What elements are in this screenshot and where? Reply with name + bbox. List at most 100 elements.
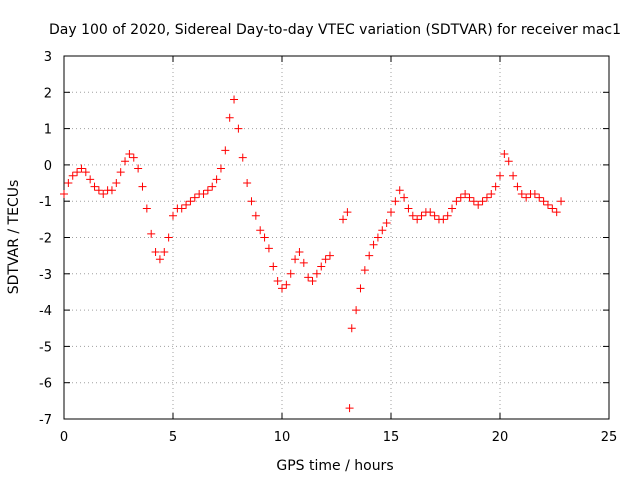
data-point: [169, 211, 177, 220]
data-point: [408, 211, 417, 220]
data-point: [491, 182, 500, 191]
data-point: [221, 146, 230, 155]
data-point: [352, 306, 361, 315]
data-point: [522, 193, 531, 202]
data-point: [343, 208, 352, 217]
data-point: [230, 95, 239, 104]
data-point: [60, 189, 68, 198]
data-point: [90, 182, 99, 191]
data-point: [482, 193, 491, 202]
data-point: [295, 248, 304, 257]
y-tick-label: -1: [39, 195, 52, 210]
data-point: [345, 404, 354, 413]
data-point: [247, 197, 256, 206]
x-axis-label: GPS time / hours: [276, 458, 393, 474]
data-point: [260, 233, 269, 242]
data-point: [456, 193, 465, 202]
data-point: [509, 171, 518, 180]
data-point: [552, 208, 561, 217]
data-point: [216, 164, 225, 173]
data-point: [500, 150, 509, 159]
y-tick-label: 0: [44, 159, 52, 174]
data-point: [151, 248, 160, 257]
data-point: [155, 255, 164, 264]
data-point: [369, 240, 378, 249]
data-point: [308, 277, 317, 286]
data-point: [251, 211, 260, 220]
y-tick-label: 3: [44, 50, 52, 65]
data-point: [256, 226, 265, 235]
data-point: [404, 204, 413, 213]
data-point: [77, 164, 86, 173]
data-point: [125, 150, 134, 159]
data-point: [496, 171, 504, 180]
data-point: [443, 211, 452, 220]
data-point: [474, 200, 483, 209]
data-point: [543, 200, 552, 209]
data-point: [312, 269, 321, 278]
data-point: [304, 273, 313, 282]
y-tick-label: -5: [39, 340, 52, 355]
data-point: [282, 280, 291, 289]
grid: [64, 56, 609, 419]
data-point: [400, 193, 409, 202]
data-point: [147, 229, 156, 238]
data-point: [86, 175, 95, 184]
ticks: [63, 55, 610, 420]
data-point: [212, 175, 221, 184]
data-point: [269, 262, 278, 271]
data-point: [317, 262, 326, 271]
data-point: [116, 168, 125, 177]
data-point: [160, 248, 169, 257]
data-point: [142, 204, 151, 213]
data-point: [182, 200, 191, 209]
data-point: [73, 168, 82, 177]
data-point: [208, 182, 217, 191]
data-point: [478, 197, 487, 206]
data-point: [299, 258, 308, 267]
data-point: [321, 255, 330, 264]
data-point: [286, 269, 295, 278]
x-tick-label: 10: [274, 430, 291, 445]
data-point: [225, 113, 234, 122]
data-point: [365, 251, 374, 260]
chart-title: Day 100 of 2020, Sidereal Day-to-day VTE…: [49, 22, 621, 38]
data-point: [487, 189, 496, 198]
data-point: [68, 171, 77, 180]
x-tick-label: 15: [383, 430, 400, 445]
data-point: [548, 204, 557, 213]
data-point: [121, 157, 130, 166]
data-point: [238, 153, 247, 162]
data-point: [465, 193, 474, 202]
data-point: [517, 189, 526, 198]
data-point: [138, 182, 147, 191]
data-point: [112, 179, 121, 188]
data-point: [452, 197, 461, 206]
data-point: [387, 208, 395, 217]
data-point: [291, 255, 300, 264]
data-point: [203, 186, 212, 195]
x-tick-label: 5: [169, 430, 177, 445]
data-point: [356, 284, 365, 293]
y-tick-label: -6: [39, 377, 52, 392]
data-point: [199, 189, 208, 198]
y-tick-label: 1: [44, 123, 52, 138]
data-point: [530, 189, 539, 198]
data-point: [439, 215, 448, 224]
data-point: [177, 204, 186, 213]
data-point: [164, 233, 173, 242]
data-point: [243, 179, 252, 188]
data-point: [264, 244, 273, 253]
data-point: [469, 197, 478, 206]
x-tick-labels: 0 5 10 15 20 25: [60, 430, 617, 445]
data-point: [107, 186, 116, 195]
y-tick-label: -2: [39, 232, 52, 247]
data-point: [373, 233, 382, 242]
x-tick-label: 0: [60, 430, 68, 445]
data-point: [426, 208, 435, 217]
x-tick-label: 25: [601, 430, 618, 445]
x-tick-label: 20: [492, 430, 509, 445]
data-point: [417, 211, 426, 220]
data-point: [99, 189, 108, 198]
data-point: [430, 211, 439, 220]
